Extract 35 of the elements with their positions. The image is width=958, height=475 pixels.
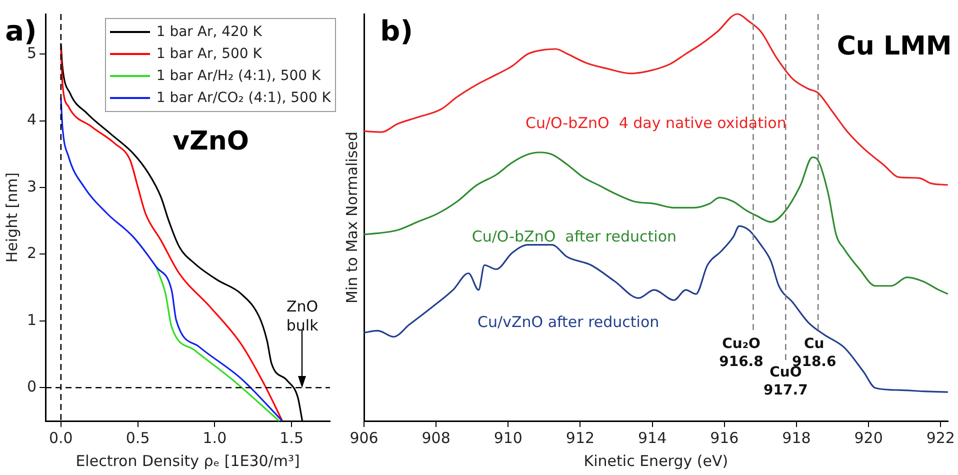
y-tick-label: 2: [26, 244, 37, 262]
x-tick-label: 1.5: [280, 428, 304, 447]
annotation: vZnO: [172, 126, 250, 156]
ref-line-label: Cu₂O 916.8: [719, 336, 764, 370]
series-label: Cu/vZnO after reduction: [478, 313, 660, 332]
text: Cu/O-bZnO 4 day native oxidation: [526, 114, 786, 132]
x-tick-label: 906: [350, 428, 378, 447]
x-tick-label: 910: [494, 428, 522, 447]
x-tick-label: 912: [566, 428, 595, 447]
y-tick-label: 3: [26, 177, 37, 196]
legend-label: 1 bar Ar, 420 K: [156, 24, 262, 40]
legend-label: 1 bar Ar/CO₂ (4:1), 500 K: [156, 90, 331, 106]
legend-label: 1 bar Ar/H₂ (4:1), 500 K: [156, 68, 321, 84]
x-tick-label: 918: [782, 428, 811, 447]
x-axis-title: Kinetic Energy (eV): [584, 452, 728, 470]
line-series: [155, 266, 280, 422]
y-axis-title: Min to Max Normalised: [342, 132, 361, 304]
legend-label: 1 bar Ar, 500 K: [156, 46, 262, 62]
y-tick-label: 4: [26, 110, 37, 129]
annotation: Cu LMM: [836, 31, 952, 62]
x-tick-label: 922: [926, 428, 955, 447]
x-tick-label: 916: [710, 428, 739, 447]
x-axis-title: Electron Density ρₑ [1E30/m³]: [76, 452, 300, 470]
y-tick-label: 1: [26, 310, 37, 329]
y-tick-label: 0: [26, 378, 37, 396]
x-tick-label: 920: [854, 428, 883, 447]
x-tick-label: 1.0: [202, 428, 227, 447]
x-tick-label: 908: [422, 428, 450, 447]
y-axis-title: Height [nm]: [2, 172, 21, 263]
x-tick-label: 0.0: [48, 428, 73, 447]
annotation: ZnO bulk: [286, 298, 319, 335]
series-label: Cu/O-bZnO after reduction: [472, 228, 677, 246]
x-tick-label: 914: [638, 428, 667, 447]
x-tick-label: 0.5: [126, 428, 150, 447]
annotation: b): [380, 14, 414, 48]
